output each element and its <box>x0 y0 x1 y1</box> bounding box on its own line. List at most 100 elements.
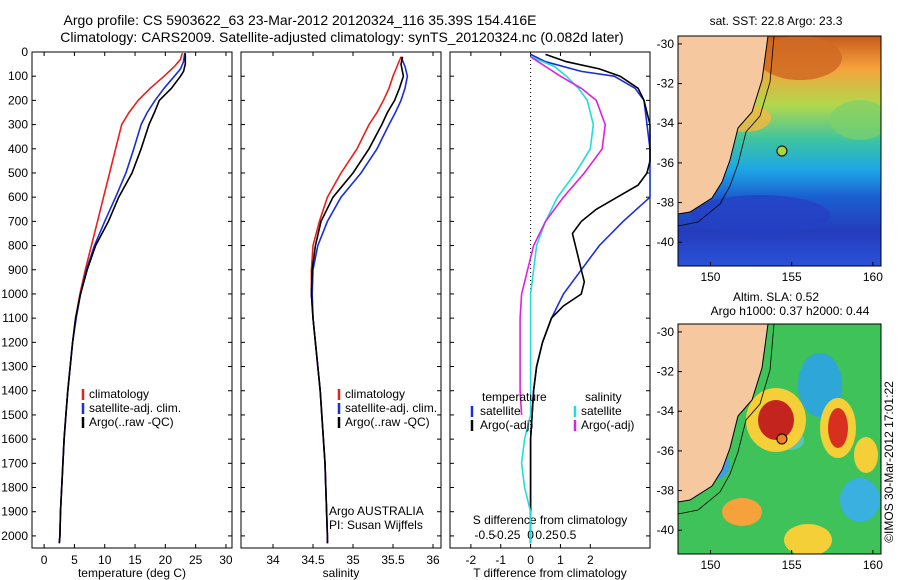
map-y-tick-label: -30 <box>657 37 675 51</box>
annotation-line: PI: Susan Wijffels <box>329 518 423 532</box>
map-x-tick-label: 160 <box>863 270 883 284</box>
series-line <box>58 52 184 544</box>
x-axis-label: T difference from climatology <box>473 566 627 580</box>
legend-entry: climatology <box>345 387 405 401</box>
sla-shelf-contour <box>678 324 775 515</box>
series-line <box>529 53 651 544</box>
legend-entry: satellite <box>581 404 622 418</box>
plot-frame <box>449 51 651 549</box>
sla-high-eddy <box>758 400 794 440</box>
y-tick-label: 1300 <box>1 360 28 374</box>
sst-argo-position-marker <box>776 145 788 157</box>
map-x-tick-label: 155 <box>782 270 802 284</box>
secondary-axis-label: S difference from climatology <box>473 513 628 527</box>
secondary-x-tick-label: 0.5 <box>560 528 577 542</box>
sla-map-panel: Altim. SLA: 0.52 Argo h1000: 0.37 h2000:… <box>657 290 884 572</box>
legend-entry: Argo(-adj) <box>480 418 533 432</box>
legend-entry: satellite <box>480 404 521 418</box>
map-x-tick-label: 150 <box>700 270 720 284</box>
series-line <box>310 56 405 544</box>
legend-entry: satellite-adj. clim. <box>89 401 181 415</box>
x-axis-label: temperature (deg C) <box>78 566 186 580</box>
salinity-profile-panel: 34 34.5 35 35.5 36 salinity climatologysatelli… <box>240 51 442 580</box>
y-tick-label: 1200 <box>1 335 28 349</box>
x-tick-label: 10 <box>98 553 112 567</box>
y-tick-label: 300 <box>8 118 28 132</box>
y-tick-label: 600 <box>8 190 28 204</box>
figure-title-line-2: Climatology: CARS2009. Satellite-adjuste… <box>60 29 623 45</box>
legend-entry: Argo(..raw -QC) <box>89 415 174 429</box>
y-tick-label: 0 <box>21 45 28 59</box>
map-x-tick-label: 150 <box>700 558 720 572</box>
sst-cool-patch <box>830 100 881 140</box>
x-tick-label: 35 <box>346 553 360 567</box>
y-tick-label: 1000 <box>1 287 28 301</box>
figure-title-line-1: Argo profile: CS 5903622_63 23-Mar-2012 … <box>64 12 537 28</box>
sla-map-title: Altim. SLA: 0.52 <box>733 290 819 304</box>
series-line <box>520 56 595 544</box>
y-tick-label: 2000 <box>1 529 28 543</box>
x-tick-label: 0 <box>41 553 48 567</box>
secondary-x-tick-label: -0.25 <box>493 528 521 542</box>
y-tick-label: 800 <box>8 239 28 253</box>
y-tick-label: 1800 <box>1 481 28 495</box>
sst-land <box>678 36 769 215</box>
x-tick-label: 1 <box>557 553 564 567</box>
y-tick-label: 1600 <box>1 432 28 446</box>
series-line <box>529 53 651 544</box>
y-tick-label: 1500 <box>1 408 28 422</box>
x-tick-label: 20 <box>159 553 173 567</box>
secondary-x-tick-label: -0.5 <box>475 528 496 542</box>
temperature-profile-panel: 0100200300400500600700800900100011001200… <box>1 45 233 580</box>
annotation-line: Argo AUSTRALIA <box>329 504 424 518</box>
map-y-tick-label: -38 <box>657 484 675 498</box>
map-y-tick-label: -38 <box>657 196 675 210</box>
difference-profile-panel: -2 -1 0 1 2T difference from climatology S di… <box>449 51 651 580</box>
legend-entry: climatology <box>89 387 149 401</box>
sla-map-subtitle: Argo h1000: 0.37 h2000: 0.44 <box>711 304 870 318</box>
sla-high-eddy-halo <box>722 498 762 526</box>
plot-frame <box>240 51 442 549</box>
y-tick-label: 1100 <box>2 311 28 325</box>
x-axis-label: salinity <box>323 566 360 580</box>
map-y-tick-label: -32 <box>657 77 675 91</box>
x-tick-label: 34 <box>266 553 280 567</box>
y-tick-label: 1700 <box>1 456 28 470</box>
sla-land <box>678 324 769 503</box>
map-y-tick-label: -36 <box>657 156 675 170</box>
x-tick-label: 2 <box>587 553 594 567</box>
x-tick-label: 35.5 <box>381 553 405 567</box>
sst-shelf-contour <box>678 36 775 227</box>
y-tick-label: 200 <box>8 93 28 107</box>
x-tick-label: 0 <box>527 553 534 567</box>
legend-title: temperature <box>482 390 547 404</box>
map-x-tick-label: 155 <box>782 558 802 572</box>
y-tick-label: 700 <box>8 214 28 228</box>
y-tick-label: 1400 <box>1 384 28 398</box>
side-timestamp: ©IMOS 30-Mar-2012 17:01:22 <box>882 381 896 543</box>
map-y-tick-label: -34 <box>657 404 675 418</box>
secondary-x-tick-label: 0.25 <box>535 528 559 542</box>
x-tick-label: -1 <box>495 553 506 567</box>
x-tick-label: 30 <box>219 553 233 567</box>
sla-high-eddy <box>828 408 848 448</box>
map-x-tick-label: 160 <box>863 558 883 572</box>
map-y-tick-label: -40 <box>657 235 675 249</box>
x-tick-label: 36 <box>426 553 440 567</box>
plot-frame <box>31 51 233 549</box>
legend-entry: Argo(..raw -QC) <box>345 415 430 429</box>
sst-cold-patch <box>690 195 830 235</box>
sst-map-frame <box>677 35 882 267</box>
x-tick-label: -2 <box>466 553 477 567</box>
sst-warm-patch <box>758 36 842 80</box>
y-tick-label: 500 <box>8 166 28 180</box>
map-y-tick-label: -36 <box>657 444 675 458</box>
map-y-tick-label: -40 <box>657 523 675 537</box>
series-line <box>58 53 186 544</box>
x-tick-label: 5 <box>71 553 78 567</box>
sst-map-title: sat. SST: 22.8 Argo: 23.3 <box>710 14 843 28</box>
x-tick-label: 15 <box>128 553 142 567</box>
y-tick-label: 100 <box>8 69 28 83</box>
sla-argo-position-marker <box>776 433 788 445</box>
